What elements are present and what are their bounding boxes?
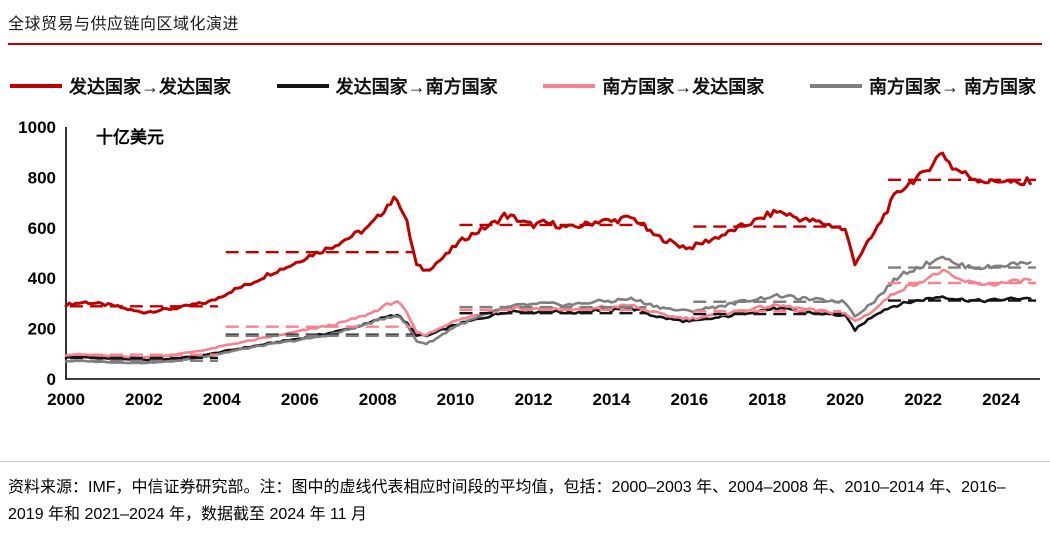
- legend-label: 发达国家→发达国家: [69, 77, 231, 97]
- x-tick-label: 2004: [203, 390, 241, 409]
- legend-line-swatch: [276, 84, 329, 88]
- x-tick-label: 2018: [748, 390, 786, 409]
- y-tick-label: 0: [47, 370, 56, 389]
- x-tick-label: 2024: [982, 390, 1020, 409]
- x-tick-label: 2006: [281, 390, 319, 409]
- legend-label: 南方国家→ 南方国家: [868, 77, 1036, 97]
- legend-label: 发达国家→南方国家: [335, 77, 498, 97]
- x-tick-label: 2002: [125, 390, 163, 409]
- x-tick-label: 2000: [47, 390, 85, 409]
- chart-header: 全球贸易与供应链向区域化演进: [0, 0, 1050, 45]
- x-tick-label: 2016: [670, 390, 708, 409]
- y-axis-unit-label: 十亿美元: [96, 127, 164, 147]
- x-tick-label: 2012: [515, 390, 553, 409]
- legend-item-1: 发达国家→南方国家: [276, 73, 498, 99]
- legend-item-3: 南方国家→ 南方国家: [809, 73, 1036, 99]
- legend: 发达国家→发达国家 发达国家→南方国家 南方国家→发达国家 南方国家→ 南方国家: [0, 73, 1050, 99]
- source-note: 资料来源：IMF，中信证券研究部。注：图中的虚线代表相应时间段的平均值，包括：2…: [8, 479, 1006, 524]
- y-tick-label: 400: [28, 269, 56, 288]
- page-title: 全球贸易与供应链向区域化演进: [8, 16, 240, 33]
- series-line-3: [64, 255, 1032, 365]
- y-tick-label: 1000: [18, 118, 56, 137]
- x-tick-label: 2008: [359, 390, 397, 409]
- legend-item-0: 发达国家→发达国家: [10, 73, 231, 99]
- legend-item-2: 南方国家→发达国家: [543, 73, 764, 99]
- x-tick-label: 2014: [593, 390, 631, 409]
- trade-chart: 0 200 400 600 800 1000 2000 2002 2004 2006 2008 201…: [18, 118, 1040, 409]
- axes: [65, 127, 1040, 380]
- x-tick-label: 2020: [826, 390, 864, 409]
- legend-line-swatch: [543, 84, 596, 88]
- title-underline: [8, 43, 1042, 45]
- y-tick-label: 600: [28, 219, 56, 238]
- footer-separator: [0, 461, 1050, 462]
- series-line-0: [64, 151, 1032, 315]
- x-tick-label: 2010: [437, 390, 475, 409]
- legend-line-swatch: [809, 84, 862, 88]
- legend-label: 南方国家→发达国家: [602, 77, 765, 97]
- legend-line-swatch: [10, 84, 62, 88]
- x-tick-label: 2022: [904, 390, 942, 409]
- y-tick-label: 200: [28, 320, 56, 339]
- y-tick-label: 800: [28, 168, 56, 187]
